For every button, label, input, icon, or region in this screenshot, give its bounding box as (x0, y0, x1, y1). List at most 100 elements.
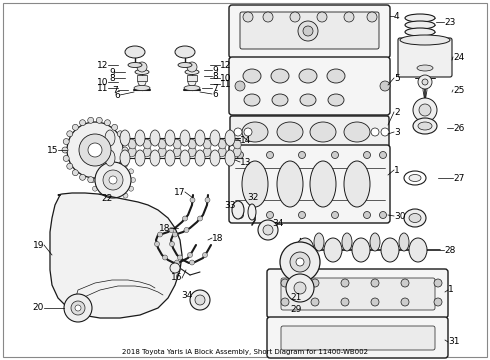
Ellipse shape (173, 147, 181, 157)
Circle shape (294, 282, 306, 294)
Ellipse shape (381, 238, 399, 262)
Circle shape (123, 162, 128, 167)
Circle shape (128, 186, 133, 191)
Bar (137, 75, 147, 81)
Ellipse shape (296, 238, 314, 262)
Circle shape (379, 212, 387, 219)
Ellipse shape (409, 175, 421, 181)
Circle shape (235, 81, 245, 91)
Text: 32: 32 (247, 193, 259, 202)
Circle shape (117, 163, 123, 169)
Ellipse shape (143, 147, 151, 157)
Circle shape (367, 12, 377, 22)
Ellipse shape (418, 122, 432, 130)
Circle shape (286, 274, 314, 302)
Ellipse shape (113, 147, 121, 157)
Ellipse shape (105, 150, 115, 166)
Circle shape (169, 228, 174, 233)
Circle shape (371, 298, 379, 306)
Text: 16: 16 (171, 274, 182, 283)
Ellipse shape (173, 139, 181, 149)
Ellipse shape (310, 161, 336, 207)
Ellipse shape (242, 161, 268, 207)
Ellipse shape (203, 139, 211, 149)
Circle shape (332, 152, 339, 158)
Circle shape (62, 147, 68, 153)
Text: 1: 1 (448, 285, 454, 294)
FancyBboxPatch shape (229, 5, 390, 58)
Ellipse shape (175, 46, 195, 58)
Circle shape (401, 298, 409, 306)
Ellipse shape (135, 150, 145, 166)
Circle shape (419, 104, 431, 116)
Circle shape (296, 258, 304, 266)
Circle shape (182, 216, 188, 221)
Circle shape (243, 12, 253, 22)
Circle shape (73, 170, 78, 176)
Circle shape (170, 242, 174, 247)
Circle shape (93, 169, 98, 174)
Text: 19: 19 (32, 240, 44, 249)
Ellipse shape (195, 150, 205, 166)
Text: 31: 31 (448, 338, 460, 346)
Ellipse shape (405, 28, 435, 36)
Circle shape (172, 232, 177, 237)
Circle shape (187, 62, 197, 72)
Circle shape (103, 170, 123, 190)
Text: 7: 7 (212, 84, 218, 93)
Circle shape (317, 12, 327, 22)
Circle shape (138, 78, 146, 86)
Circle shape (371, 128, 379, 136)
Text: 30: 30 (394, 212, 406, 220)
Circle shape (364, 152, 370, 158)
Ellipse shape (413, 118, 437, 134)
Text: 22: 22 (101, 194, 113, 202)
Circle shape (121, 156, 127, 161)
Circle shape (117, 131, 123, 137)
Ellipse shape (218, 147, 226, 157)
Ellipse shape (300, 94, 316, 106)
Circle shape (122, 147, 128, 153)
Circle shape (298, 21, 318, 41)
Text: 15: 15 (47, 145, 58, 154)
Circle shape (281, 279, 289, 287)
Circle shape (380, 81, 390, 91)
Circle shape (123, 193, 128, 198)
Text: 34: 34 (272, 219, 283, 228)
Text: 28: 28 (444, 246, 455, 255)
Ellipse shape (143, 139, 151, 149)
Circle shape (177, 255, 182, 260)
Ellipse shape (188, 139, 196, 149)
Ellipse shape (203, 147, 211, 157)
Circle shape (96, 117, 102, 123)
Ellipse shape (210, 150, 220, 166)
Text: 2: 2 (394, 108, 400, 117)
Text: 1: 1 (394, 166, 400, 175)
Text: 11: 11 (220, 80, 231, 89)
Ellipse shape (409, 213, 421, 222)
Circle shape (96, 177, 102, 183)
Ellipse shape (244, 94, 260, 106)
Circle shape (91, 177, 96, 183)
Circle shape (281, 298, 289, 306)
Text: 2018 Toyota Yaris iA Block Assembly, Short Diagram for 11400-WB002: 2018 Toyota Yaris iA Block Assembly, Sho… (122, 349, 368, 355)
Ellipse shape (405, 21, 435, 29)
Circle shape (263, 225, 273, 235)
Circle shape (109, 176, 117, 184)
Text: 24: 24 (453, 53, 464, 62)
Circle shape (163, 255, 168, 260)
Circle shape (190, 260, 195, 265)
Text: 21: 21 (290, 293, 302, 302)
Ellipse shape (158, 139, 166, 149)
Text: 33: 33 (224, 201, 236, 210)
Polygon shape (50, 193, 182, 318)
Ellipse shape (113, 139, 121, 149)
FancyBboxPatch shape (267, 317, 448, 358)
Ellipse shape (344, 122, 370, 142)
Text: 3: 3 (394, 127, 400, 136)
Circle shape (434, 298, 442, 306)
Ellipse shape (180, 150, 190, 166)
Ellipse shape (165, 130, 175, 146)
Text: 26: 26 (453, 123, 465, 132)
Ellipse shape (120, 150, 130, 166)
